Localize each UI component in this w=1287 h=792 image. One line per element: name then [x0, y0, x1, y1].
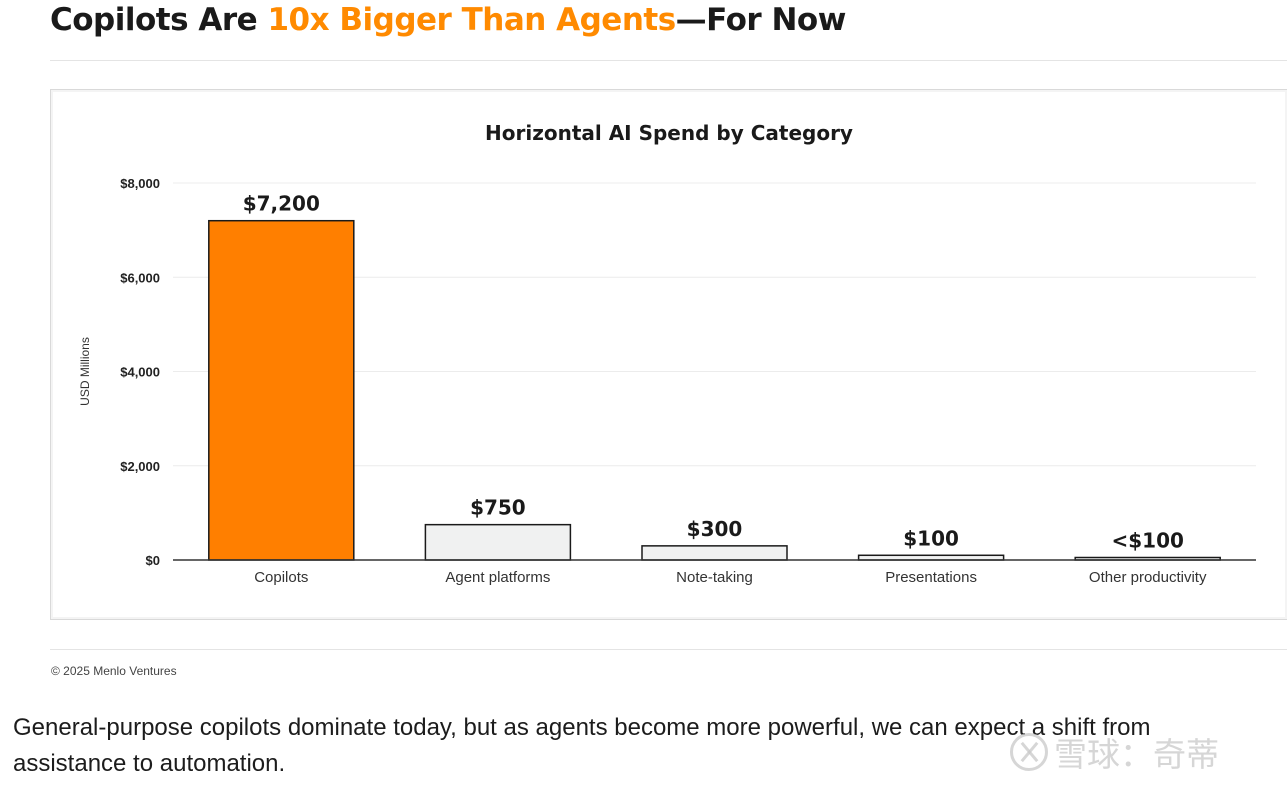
headline-accent: 10x Bigger Than Agents [267, 2, 676, 38]
watermark-text: 雪球：奇蒂 [1054, 735, 1219, 774]
chart-card: Horizontal AI Spend by Category USD Milli… [50, 89, 1287, 620]
top-divider [50, 60, 1287, 61]
y-tick-label: $4,000 [120, 365, 160, 380]
data-label: $300 [687, 517, 743, 541]
bar-chart: Horizontal AI Spend by Category USD Milli… [78, 121, 1256, 586]
x-tick-label: Note-taking [676, 569, 753, 586]
watermark: 雪球：奇蒂 [1010, 728, 1219, 776]
y-tick-label: $6,000 [120, 270, 160, 285]
data-label: $100 [903, 526, 959, 550]
bottom-divider [50, 649, 1287, 650]
y-tick-label: $2,000 [120, 459, 160, 474]
data-label: <$100 [1111, 529, 1183, 553]
copyright: © 2025 Menlo Ventures [51, 664, 177, 678]
y-axis-label: USD Millions [78, 337, 92, 406]
data-label: $7,200 [243, 192, 320, 216]
y-tick-label: $8,000 [120, 176, 160, 191]
x-tick-label: Presentations [885, 569, 977, 586]
x-tick-label: Agent platforms [445, 569, 550, 586]
xueqiu-logo-icon [1010, 733, 1048, 771]
bar-2 [641, 545, 788, 561]
headline-part1: Copilots Are [50, 2, 268, 38]
x-tick-label: Other productivity [1089, 569, 1207, 586]
y-tick-label: $0 [146, 553, 160, 568]
bar-1 [424, 523, 572, 561]
headline: Copilots Are 10x Bigger Than Agents—For … [50, 2, 846, 38]
headline-part2: —For Now [675, 2, 847, 38]
bar-0 [208, 219, 355, 561]
article-caption: General-purpose copilots dominate today,… [13, 714, 1151, 777]
x-tick-label: Copilots [254, 569, 308, 586]
data-label: $750 [470, 496, 526, 520]
chart-title: Horizontal AI Spend by Category [485, 121, 853, 145]
